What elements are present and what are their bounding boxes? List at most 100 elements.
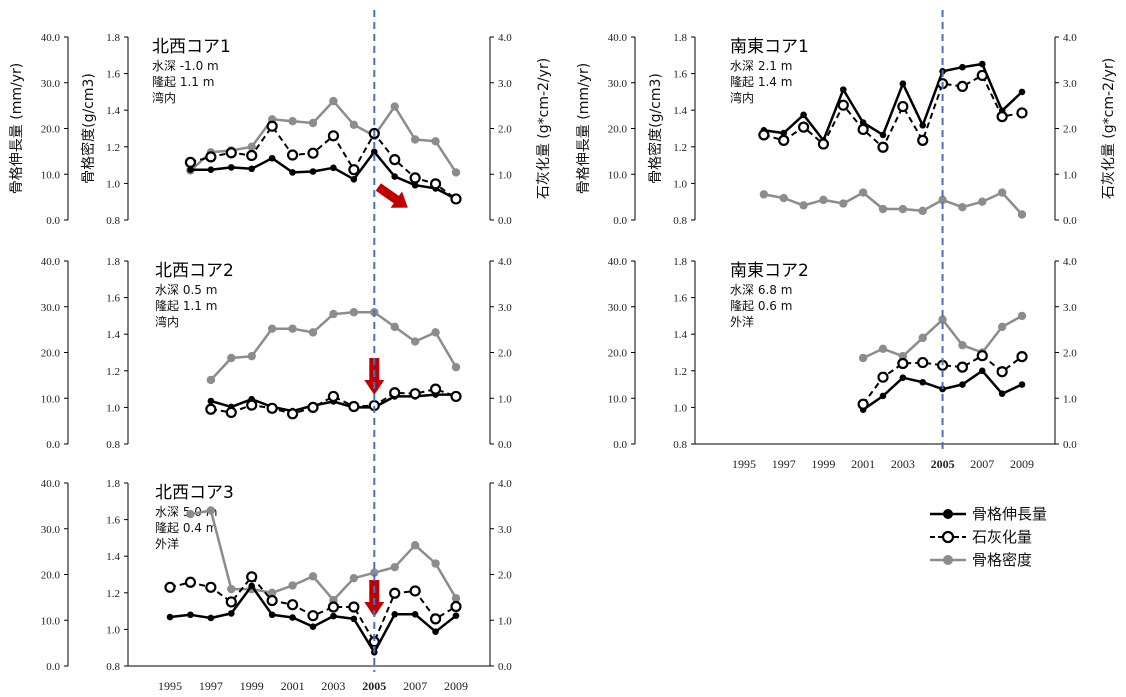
calcification-point [246, 571, 258, 583]
left-outer-tick-label: 30.0 [608, 302, 628, 314]
density-point [206, 375, 216, 385]
calcification-point [286, 149, 299, 161]
left-inner-tick-label: 1.0 [673, 178, 687, 190]
extension-point [330, 164, 337, 172]
left-outer-tick-label: 0.0 [613, 439, 627, 451]
calcification-point [450, 600, 462, 613]
calcification-point [857, 123, 869, 136]
density-point [997, 188, 1007, 197]
calcification-point [205, 151, 217, 163]
density-point [878, 344, 888, 354]
calcification-point [164, 581, 176, 593]
calcification-point [797, 121, 810, 133]
calcification-point [976, 69, 988, 82]
density-point [878, 204, 888, 214]
density-point [308, 328, 318, 337]
density-point [958, 340, 967, 350]
density-point [206, 506, 216, 515]
right-tick-label: 2.0 [1063, 124, 1077, 136]
right-tick-label: 0.0 [1063, 439, 1077, 451]
left-inner-tick-label: 1.0 [106, 178, 120, 190]
density-point [858, 353, 868, 363]
left-inner-tick-label: 1.0 [106, 624, 120, 636]
calcification-line [862, 354, 1023, 405]
extension-point [187, 166, 194, 173]
extension-point [780, 129, 788, 137]
extension-point [309, 168, 317, 175]
extension-point [391, 611, 399, 618]
extension-point [939, 385, 946, 393]
extension-point [432, 628, 439, 635]
left-outer-tick-label: 0.0 [613, 215, 627, 227]
x-tick-label: 1997 [772, 457, 796, 471]
legend-label-extension: 骨格伸長量 [972, 505, 1047, 523]
calcification-point [897, 100, 909, 113]
x-tick-label: 1999 [811, 457, 835, 471]
calcification-point [429, 383, 442, 395]
left-inner-tick-label: 1.0 [106, 402, 120, 414]
calcification-point [877, 141, 889, 153]
right-tick-label: 3.0 [1063, 302, 1077, 314]
extension-point [899, 80, 907, 87]
left-inner-tick-label: 1.0 [673, 402, 687, 414]
extension-point [350, 175, 358, 183]
left-outer-tick-label: 10.0 [41, 615, 61, 627]
density-point [267, 324, 277, 333]
density-point [227, 584, 236, 594]
density-point [898, 351, 908, 361]
left-inner-tick-label: 1.8 [106, 32, 120, 44]
x-tick-label: 1995 [158, 679, 182, 693]
density-point [451, 594, 461, 603]
calcification-point [225, 406, 237, 419]
calcification-point [409, 172, 421, 184]
x-tick-label: 2005 [362, 679, 386, 693]
panel-info-line: 水深 -1.0 m [152, 59, 219, 73]
left-inner-tick-label: 1.8 [106, 478, 120, 490]
right-tick-label: 3.0 [1063, 78, 1077, 90]
legend-marker-calcification [941, 530, 955, 544]
panel-title: 北西コア2 [155, 261, 234, 281]
left-inner-tick-label: 1.4 [106, 329, 120, 341]
calcification-point [348, 164, 360, 176]
right-tick-label: 1.0 [1063, 393, 1077, 405]
panel-info-line: 水深 2.1 m [730, 59, 792, 73]
panel-info-line: 隆起 1.1 m [152, 74, 214, 89]
calcification-point [837, 99, 849, 111]
density-point [410, 541, 420, 550]
panel-info-line: 外洋 [155, 536, 179, 551]
calcification-point [348, 400, 360, 413]
extension-point [350, 615, 358, 623]
panel-info-line: 湾内 [730, 90, 754, 105]
extension-point [330, 612, 337, 620]
right-tick-label: 0.0 [1063, 215, 1077, 227]
calcification-point [348, 601, 360, 613]
calcification-point [778, 134, 790, 146]
right-tick-label: 1.0 [498, 615, 512, 627]
density-point [329, 309, 338, 319]
right-tick-label: 0.0 [498, 439, 512, 451]
calcification-point [409, 585, 421, 597]
extension-point [919, 378, 927, 386]
calcification-point [225, 596, 237, 608]
extension-point [207, 166, 215, 173]
density-point [918, 333, 927, 343]
x-tick-label: 2003 [321, 679, 345, 693]
right-tick-label: 1.0 [498, 169, 512, 181]
y-axis-title-extension: 骨格伸長量 (mm/yr) [576, 63, 592, 194]
calcification-point [286, 599, 299, 611]
density-point [410, 135, 420, 144]
calcification-point [917, 356, 929, 369]
calcification-point [996, 366, 1008, 378]
density-point [390, 562, 399, 572]
density-point [759, 190, 769, 199]
calcification-point [184, 576, 197, 588]
left-inner-tick-label: 1.8 [673, 32, 687, 44]
density-point [247, 142, 256, 151]
y-axis-title-extension: 骨格伸長量 (mm/yr) [9, 63, 25, 194]
calcification-point [389, 154, 401, 166]
left-outer-tick-label: 0.0 [46, 439, 60, 451]
extension-point [919, 121, 927, 129]
extension-point [248, 582, 256, 590]
calcification-point [184, 156, 197, 168]
